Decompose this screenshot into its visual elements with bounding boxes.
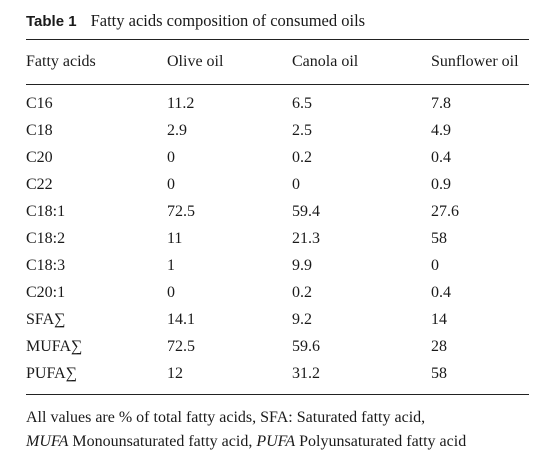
olive-oil-cell: 72.5 — [167, 203, 195, 220]
canola-oil-cell: 59.6 — [292, 338, 320, 355]
row-label-cell: PUFA∑ — [26, 365, 78, 382]
olive-oil-cell: 72.5 — [167, 338, 195, 355]
pufa-definition: Polyunsaturated fatty acid — [295, 433, 467, 450]
row-label-cell: C18:2 — [26, 230, 66, 247]
row-label-cell: C22 — [26, 176, 53, 193]
sunflower-oil-cell: 7.8 — [431, 95, 451, 112]
row-label-cell: SFA∑ — [26, 311, 66, 328]
header-fatty-acids: Fatty acids — [26, 53, 96, 70]
mufa-definition: Monounsaturated fatty acid, — [68, 433, 257, 450]
table-row: C20:1 0 0.2 0.4 — [26, 279, 529, 306]
row-label-cell: MUFA∑ — [26, 338, 83, 355]
bottom-rule — [26, 394, 529, 395]
table-row: MUFA∑ 72.5 59.6 28 — [26, 333, 529, 360]
canola-oil-cell: 0.2 — [292, 149, 312, 166]
olive-oil-cell: 11.2 — [167, 95, 195, 112]
header-sunflower-oil: Sunflower oil — [431, 53, 519, 70]
sunflower-oil-cell: 58 — [431, 230, 447, 247]
table-row: SFA∑ 14.1 9.2 14 — [26, 306, 529, 333]
olive-oil-cell: 0 — [167, 284, 175, 301]
row-label-cell: C20:1 — [26, 284, 66, 301]
sunflower-oil-cell: 0 — [431, 257, 439, 274]
row-label-cell: C16 — [26, 95, 53, 112]
sunflower-oil-cell: 0.9 — [431, 176, 451, 193]
sunflower-oil-cell: 14 — [431, 311, 447, 328]
sunflower-oil-cell: 0.4 — [431, 284, 451, 301]
olive-oil-cell: 1 — [167, 257, 175, 274]
canola-oil-cell: 31.2 — [292, 365, 320, 382]
table-row: C18 2.9 2.5 4.9 — [26, 117, 529, 144]
footnote-line-1: All values are % of total fatty acids, S… — [26, 409, 426, 426]
olive-oil-cell: 0 — [167, 149, 175, 166]
table-row: C16 11.2 6.5 7.8 — [26, 90, 529, 117]
row-label-cell: C20 — [26, 149, 53, 166]
table-row: C18:1 72.5 59.4 27.6 — [26, 198, 529, 225]
header-rule — [26, 84, 529, 85]
olive-oil-cell: 12 — [167, 365, 183, 382]
table-title: Fatty acids composition of consumed oils — [90, 11, 366, 30]
canola-oil-cell: 2.5 — [292, 122, 312, 139]
row-label-cell: C18 — [26, 122, 53, 139]
pufa-abbreviation: PUFA — [256, 433, 296, 450]
canola-oil-cell: 6.5 — [292, 95, 312, 112]
top-rule — [26, 39, 529, 40]
table-header-row: Fatty acids Olive oil Canola oil Sunflow… — [26, 48, 529, 75]
canola-oil-cell: 21.3 — [292, 230, 320, 247]
header-canola-oil: Canola oil — [292, 53, 359, 70]
sunflower-oil-cell: 4.9 — [431, 122, 451, 139]
canola-oil-cell: 9.9 — [292, 257, 312, 274]
sunflower-oil-cell: 0.4 — [431, 149, 451, 166]
canola-oil-cell: 0 — [292, 176, 300, 193]
table-caption: Table 1 Fatty acids composition of consum… — [26, 11, 365, 32]
table-row: C18:2 11 21.3 58 — [26, 225, 529, 252]
row-label-cell: C18:1 — [26, 203, 66, 220]
olive-oil-cell: 2.9 — [167, 122, 187, 139]
olive-oil-cell: 0 — [167, 176, 175, 193]
olive-oil-cell: 14.1 — [167, 311, 195, 328]
canola-oil-cell: 0.2 — [292, 284, 312, 301]
table-row: C20 0 0.2 0.4 — [26, 144, 529, 171]
table-row: PUFA∑ 12 31.2 58 — [26, 360, 529, 387]
table-row: C22 0 0 0.9 — [26, 171, 529, 198]
mufa-abbreviation: MUFA — [26, 433, 69, 450]
canola-oil-cell: 59.4 — [292, 203, 320, 220]
header-olive-oil: Olive oil — [167, 53, 224, 70]
sunflower-oil-cell: 28 — [431, 338, 447, 355]
row-label-cell: C18:3 — [26, 257, 66, 274]
table-row: C18:3 1 9.9 0 — [26, 252, 529, 279]
table-label: Table 1 — [26, 13, 77, 30]
sunflower-oil-cell: 58 — [431, 365, 447, 382]
sunflower-oil-cell: 27.6 — [431, 203, 459, 220]
footnote-line-2: MUFA Monounsaturated fatty acid, PUFA Po… — [26, 430, 536, 454]
table-footnote: All values are % of total fatty acids, S… — [26, 406, 536, 454]
olive-oil-cell: 11 — [167, 230, 183, 247]
canola-oil-cell: 9.2 — [292, 311, 312, 328]
